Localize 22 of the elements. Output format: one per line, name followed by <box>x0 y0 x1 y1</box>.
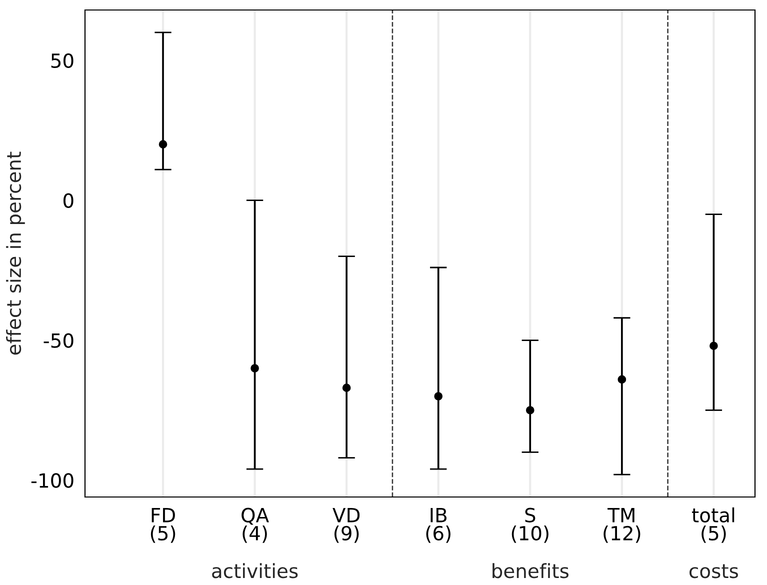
text: activities <box>212 563 298 578</box>
y-tick-label: 50 <box>51 53 74 68</box>
y-tick-label: -100 <box>31 473 74 488</box>
y-axis-title: effect size in percent <box>6 152 25 355</box>
x-tick-label: FD (5) <box>150 508 176 543</box>
point <box>158 140 168 149</box>
point <box>618 375 626 384</box>
y-tick-label: -50 <box>44 333 74 348</box>
point <box>526 406 534 414</box>
point <box>342 384 351 392</box>
x-tick-label: VD (9) <box>332 508 360 543</box>
x-tick-label: total (5) <box>692 507 734 543</box>
point <box>710 342 718 350</box>
text: benefits <box>492 563 568 578</box>
x-tick-label: TM (12) <box>604 508 640 543</box>
x-tick-label: QA (4) <box>242 508 269 543</box>
y-tick-label: 0 <box>63 193 74 208</box>
point <box>250 364 259 372</box>
x-tick-label: IB (6) <box>426 508 450 543</box>
point <box>434 392 443 400</box>
text: costs <box>690 564 738 578</box>
x-tick-label: S (10) <box>512 508 548 543</box>
